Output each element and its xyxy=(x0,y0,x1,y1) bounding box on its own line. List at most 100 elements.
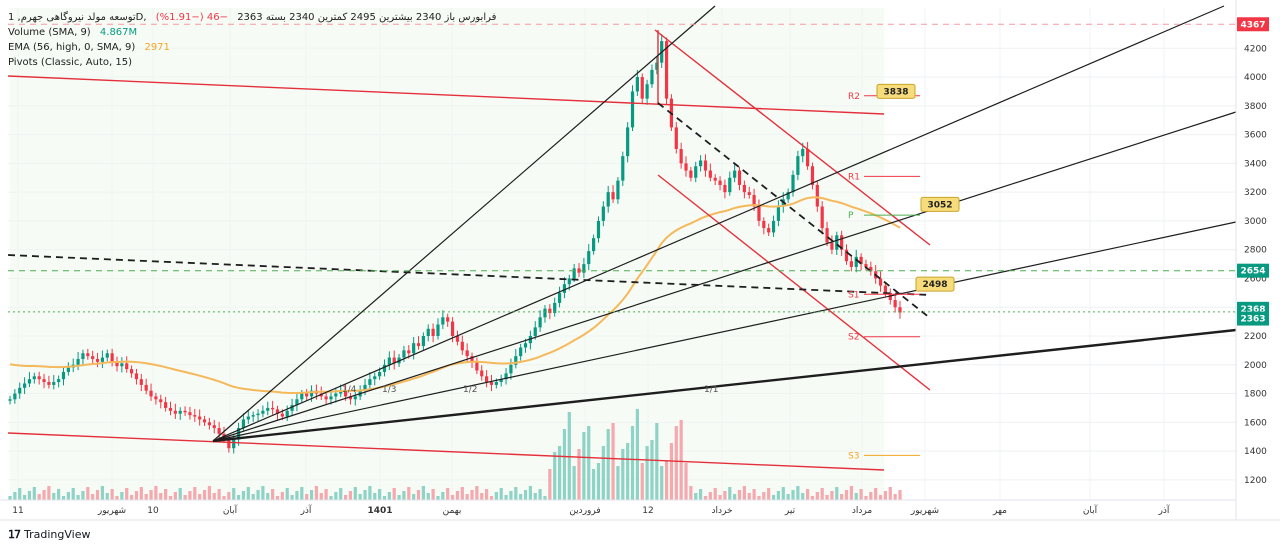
volume-bar xyxy=(57,489,61,500)
volume-bar xyxy=(645,446,649,500)
candle xyxy=(635,77,639,92)
legend-title-row: توسعه مولد نیروگاهی جهرم, 1D, فرابورس با… xyxy=(8,10,496,25)
volume-bar xyxy=(528,486,532,500)
legend-ema-row[interactable]: EMA (56, high, 0, SMA, 9) 2971 xyxy=(8,40,496,55)
candle xyxy=(76,359,80,365)
x-tick-label: فروردین xyxy=(569,506,600,516)
fan-line-steep[interactable] xyxy=(212,5,716,442)
price-scale-tag[interactable] xyxy=(1237,263,1269,278)
candle xyxy=(499,379,503,383)
candle xyxy=(178,410,182,414)
channel-upper-line[interactable] xyxy=(654,29,931,246)
volume-bar xyxy=(572,466,576,500)
candle xyxy=(844,249,849,262)
candle xyxy=(747,192,751,196)
price-callout[interactable] xyxy=(876,83,916,99)
candle xyxy=(820,206,824,229)
candle xyxy=(854,256,858,267)
volume-bar xyxy=(232,488,236,500)
volume-bar xyxy=(159,493,163,500)
volume-bar xyxy=(781,487,785,500)
volume-bar xyxy=(543,496,547,500)
candle xyxy=(412,343,416,354)
volume-bar xyxy=(538,489,542,500)
legend-pivots-row[interactable]: Pivots (Classic, Auto, 15) xyxy=(8,55,496,70)
volume-bar xyxy=(334,492,338,500)
fan-line-1-1[interactable] xyxy=(212,328,1237,443)
price-callout[interactable] xyxy=(920,196,960,212)
volume-bar xyxy=(431,489,435,500)
candle xyxy=(334,393,338,397)
legend-change: −46 (−1.91%) xyxy=(155,12,228,23)
y-tick-label: 3200 xyxy=(1244,188,1267,198)
volume-bar xyxy=(771,495,776,500)
candle xyxy=(149,390,153,397)
volume-bar xyxy=(596,463,601,500)
candle xyxy=(27,379,32,384)
volume-bar xyxy=(129,495,134,500)
volume-bar xyxy=(747,493,751,500)
price-callout[interactable] xyxy=(915,276,955,292)
dashed-trendline-down[interactable] xyxy=(657,102,931,319)
volume-bar xyxy=(562,429,567,500)
volume-bar xyxy=(305,494,309,500)
volume-bar xyxy=(421,486,425,500)
volume-bar xyxy=(874,488,878,500)
volume-bar xyxy=(679,420,683,500)
candle xyxy=(796,156,800,175)
legend-volume-row[interactable]: Volume (SMA, 9) 4.867M xyxy=(8,25,496,40)
y-tick-label: 1800 xyxy=(1244,390,1267,400)
volume-bar xyxy=(878,495,883,500)
candle xyxy=(421,336,425,347)
volume-bar xyxy=(373,493,377,500)
candle xyxy=(699,160,703,167)
volume-bar xyxy=(382,496,387,500)
dashed-trendline-long[interactable] xyxy=(7,254,931,296)
volume-bar xyxy=(212,493,216,500)
volume-bar xyxy=(650,440,654,500)
candle xyxy=(801,148,805,157)
candle xyxy=(441,317,445,325)
x-tick-label: شهریور xyxy=(97,506,126,516)
candle xyxy=(105,353,109,358)
volume-bar xyxy=(61,496,66,500)
upper-red-trendline[interactable] xyxy=(7,75,885,115)
fan-line-1-4[interactable] xyxy=(212,5,1225,442)
volume-bar xyxy=(295,491,299,500)
candle xyxy=(159,399,163,403)
volume-bar xyxy=(91,494,95,500)
volume-bar xyxy=(835,487,839,500)
price-scale-tag-text: 2368 xyxy=(1240,305,1265,315)
price-scale-tag[interactable] xyxy=(1237,311,1269,326)
volume-bar xyxy=(134,491,139,500)
candle xyxy=(353,396,357,400)
lower-red-trendline[interactable] xyxy=(7,432,885,471)
candle xyxy=(864,264,868,267)
candle xyxy=(538,317,542,328)
tradingview-footer[interactable]: 𝟣𝟩 TradingView xyxy=(8,528,90,541)
volume-bar xyxy=(100,486,105,500)
candle xyxy=(869,266,873,272)
candle xyxy=(679,148,683,164)
fan-line-1-2[interactable] xyxy=(212,221,1237,442)
volume-bar xyxy=(236,495,241,500)
candle xyxy=(485,376,489,383)
candle xyxy=(805,148,810,167)
price-scale-tag[interactable] xyxy=(1237,17,1269,32)
volume-bar xyxy=(694,493,698,500)
candle xyxy=(95,359,100,362)
fan-line-1-3[interactable] xyxy=(212,111,1237,442)
volume-bar xyxy=(168,496,173,500)
channel-lower-line[interactable] xyxy=(657,174,931,391)
candle xyxy=(363,384,367,391)
candle xyxy=(266,407,270,411)
x-tick-label: آبان xyxy=(223,504,238,516)
volume-bar xyxy=(587,426,591,500)
candle xyxy=(465,350,469,357)
candle xyxy=(689,170,693,178)
volume-bar xyxy=(27,491,32,500)
candle xyxy=(110,353,114,362)
volume-bar xyxy=(733,494,737,500)
candle xyxy=(762,220,766,229)
